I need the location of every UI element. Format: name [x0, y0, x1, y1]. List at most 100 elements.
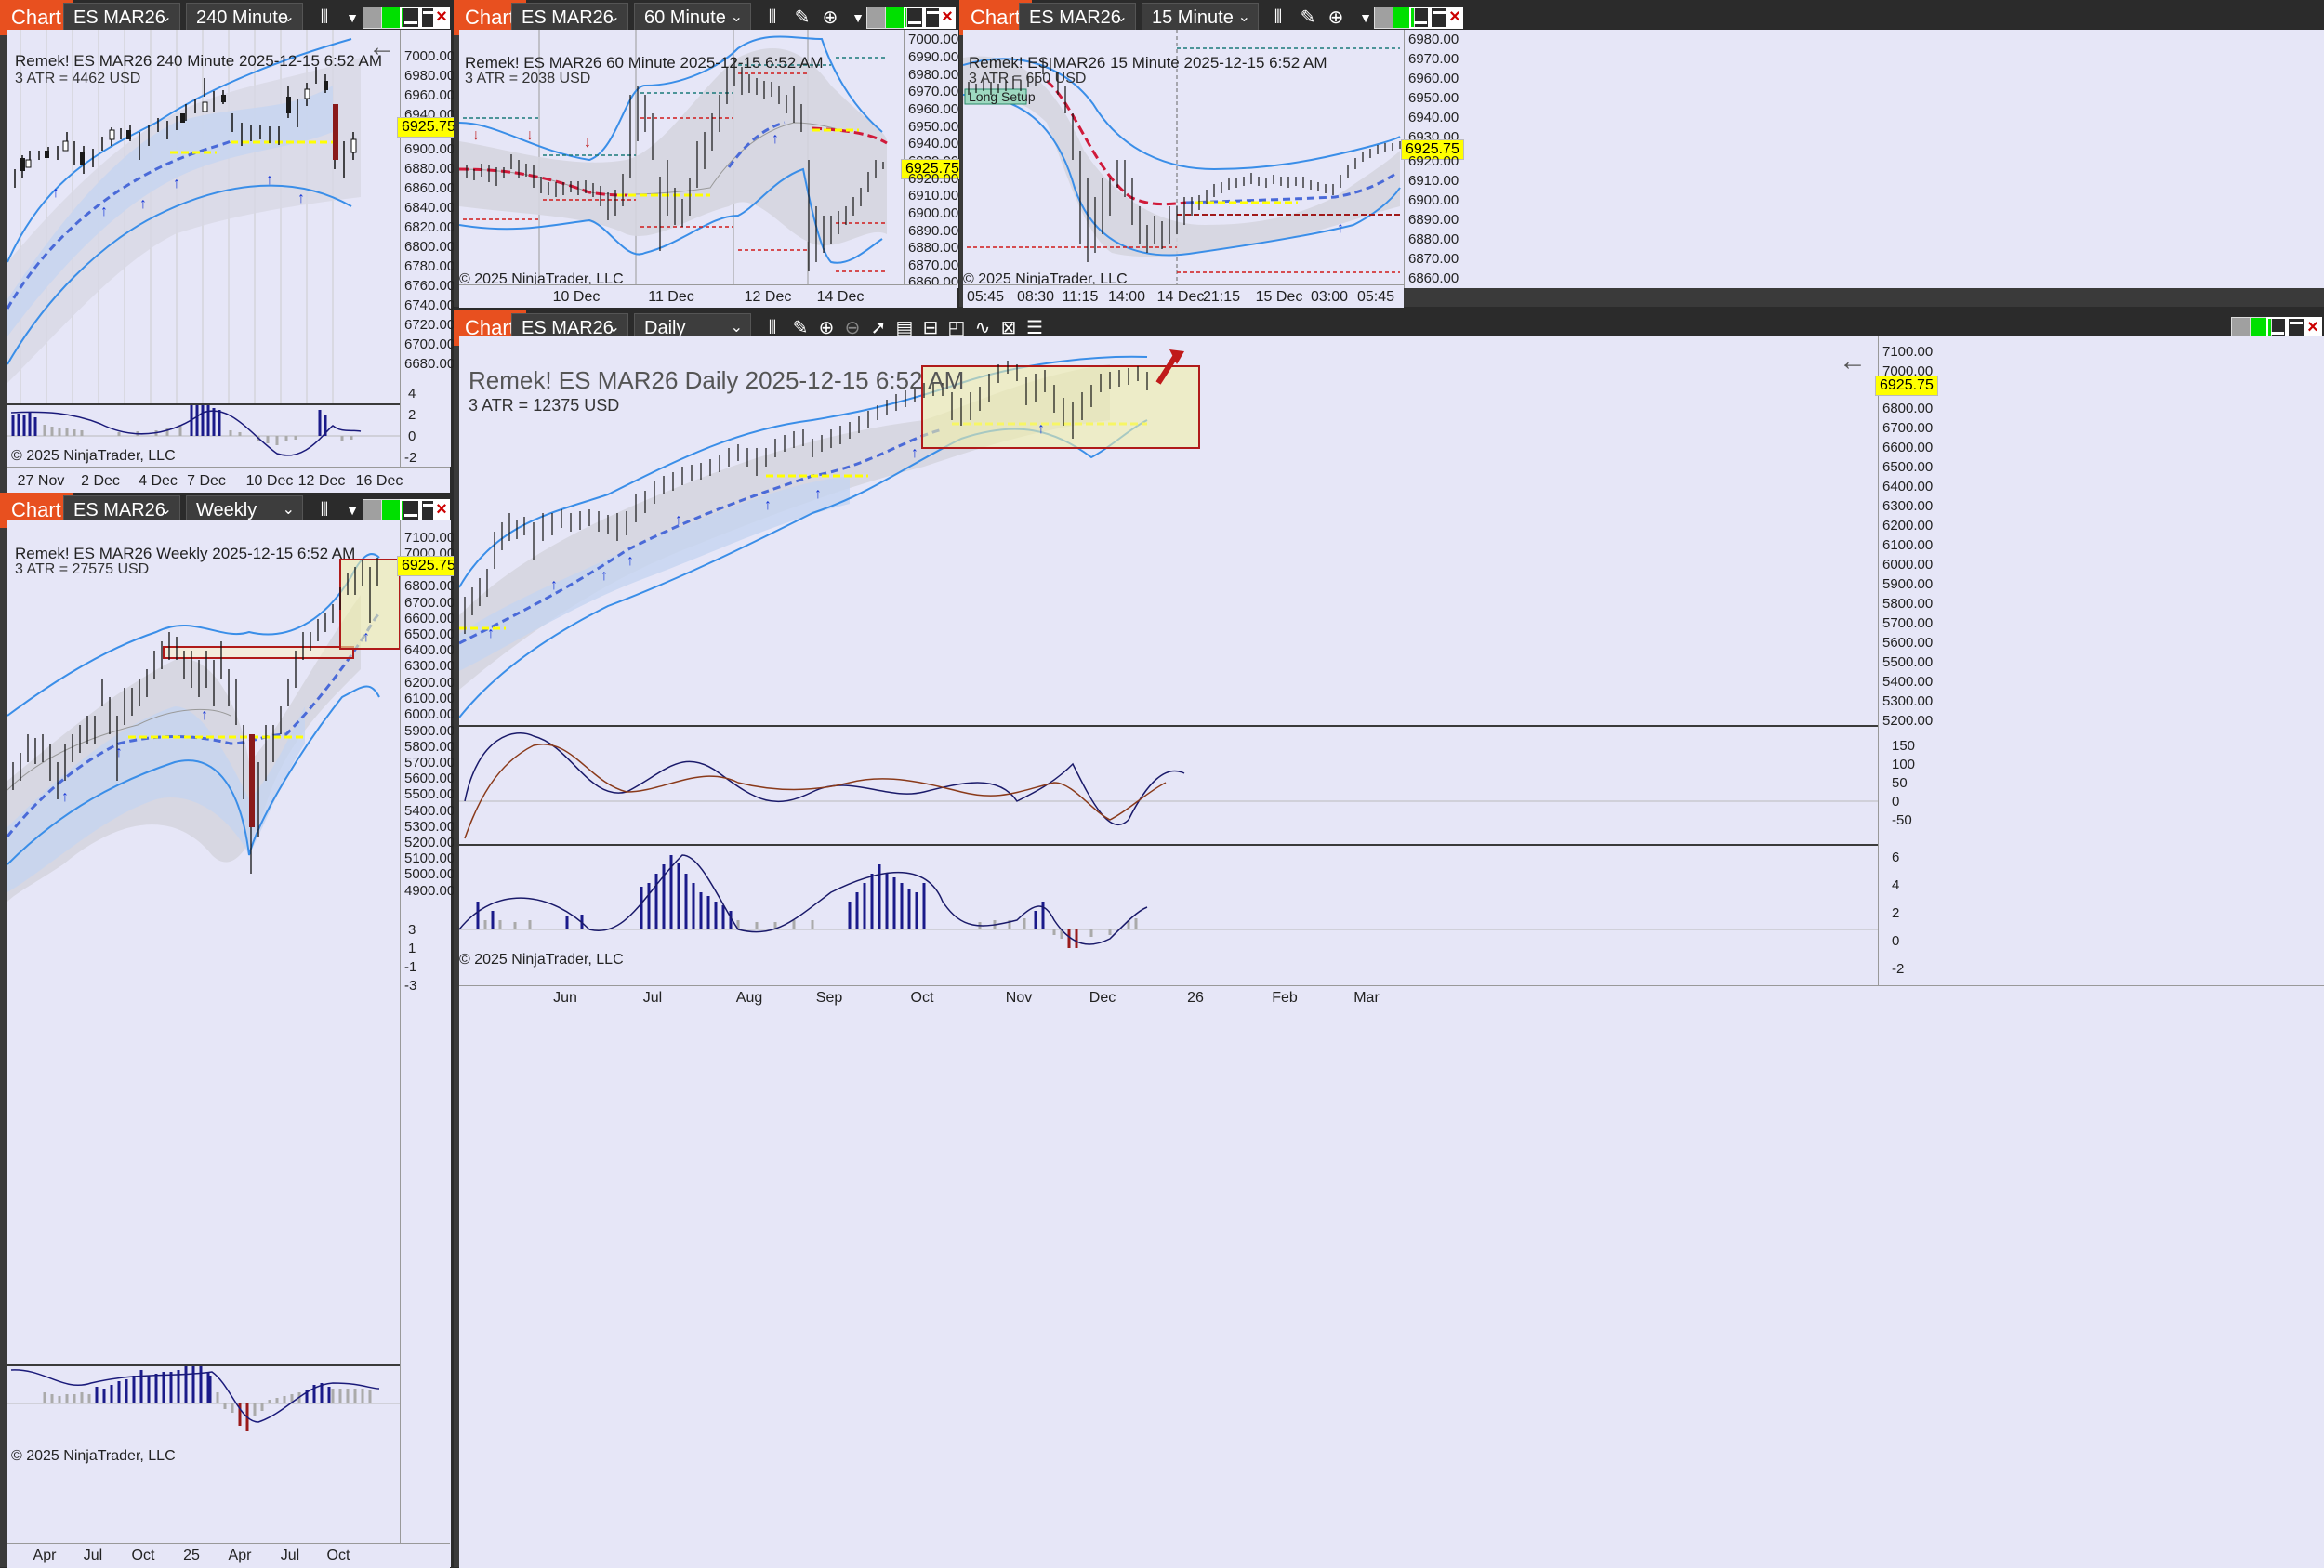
zoom-in-icon[interactable]: ⊕: [1327, 7, 1344, 28]
svg-text:↑: ↑: [911, 445, 918, 461]
bar-style-icon[interactable]: ⫴: [320, 500, 329, 520]
svg-text:↑: ↑: [1037, 421, 1045, 437]
svg-text:↑: ↑: [601, 568, 608, 584]
chart-window-daily: Chart ES MAR26 ⌄ Daily ⌄ ⫴ ✎ ⊕ ⊖ ➚ ▤ ⊟ ◰ ∿…: [454, 310, 2324, 1568]
close-button[interactable]: ×: [2304, 317, 2322, 339]
zoom-in-icon[interactable]: ⊕: [822, 7, 838, 28]
interval-selector[interactable]: Weekly ⌄: [186, 495, 303, 525]
interval-selector[interactable]: 240 Minute ⌄: [186, 3, 303, 33]
chart-header: Remek! ES MAR26 60 Minute 2025-12-15 6:5…: [465, 54, 824, 72]
price-axis[interactable]: 7100.00 7000.00 6925.75 6800.00 6700.00 …: [397, 520, 460, 1567]
zoom-in-icon[interactable]: ⊕: [818, 318, 835, 338]
chart-header: Remek! ES MAR26 240 Minute 2025-12-15 6:…: [15, 52, 382, 70]
last-price-tag: 6925.75: [1401, 139, 1464, 160]
atr-label: 3 ATR = 4462 USD: [15, 71, 141, 86]
price-chart-svg: ↑ ↑ ↑ ↑ ↑ ↑ ↑ ↑ ↑: [459, 349, 1200, 718]
oscillator-svg: [7, 405, 400, 456]
time-axis[interactable]: 05:45 08:30 11:15 14:00 14 Dec 21:15 15 …: [963, 284, 1404, 308]
instrument-selector[interactable]: ES MAR26 ⌄: [1019, 3, 1136, 33]
minimize-button[interactable]: [1409, 7, 1432, 29]
last-price-tag: 6925.75: [397, 117, 460, 138]
interval-selector[interactable]: 60 Minute ⌄: [634, 3, 751, 33]
instrument-selector[interactable]: ES MAR26 ⌄: [63, 3, 180, 33]
list-icon[interactable]: ☰: [1026, 318, 1043, 338]
minimize-button[interactable]: [400, 7, 422, 29]
svg-text:↑: ↑: [550, 577, 558, 593]
close-button[interactable]: ×: [433, 499, 450, 521]
long-setup-label: Long Setup: [969, 89, 1036, 104]
bar-style-icon[interactable]: ⫴: [1274, 7, 1283, 28]
dropdown-arrow-icon[interactable]: ▼: [346, 10, 359, 25]
chevron-down-icon: ⌄: [730, 9, 743, 25]
svg-text:↓: ↓: [472, 127, 480, 143]
oscillator-panel-1[interactable]: [459, 727, 1878, 844]
dropdown-arrow-icon[interactable]: ▼: [1359, 10, 1372, 25]
oscillator-panel[interactable]: © 2025 NinjaTrader, LLC: [7, 405, 400, 467]
chart-header: Remek! ES MAR26 15 Minute 2025-12-15 6:5…: [969, 54, 1327, 72]
data-box-icon[interactable]: ▤: [895, 318, 914, 338]
copyright: © 2025 NinjaTrader, LLC: [963, 271, 1128, 287]
copyright: © 2025 NinjaTrader, LLC: [11, 448, 176, 464]
price-panel[interactable]: ↑ ↑ ↑ ↑ ↑ ↑ ↑ ↑ ↑ Remek! ES MAR26 Daily 2025-1…: [459, 336, 1878, 725]
price-axis[interactable]: 7100.00 7000.00 6925.75 6800.00 6700.00 …: [1875, 336, 2324, 985]
price-chart-svg: ↑: [963, 30, 1401, 288]
dropdown-arrow-icon[interactable]: ▼: [346, 503, 359, 518]
price-panel[interactable]: ↑ Remek! ES MAR26 15 Minute 2025-12-15 6…: [963, 30, 1404, 288]
time-axis[interactable]: Jun Jul Aug Sep Oct Nov Dec 26 Feb Mar: [459, 985, 2324, 1568]
atr-label: 3 ATR = 27575 USD: [15, 561, 150, 577]
chart-window-15min: Chart ES MAR26 ⌄ 15 Minute ⌄ ⫴ ✎ ⊕ ▼ ×: [959, 0, 2324, 308]
zoom-out-icon[interactable]: ⊖: [844, 318, 861, 338]
pencil-icon[interactable]: ✎: [792, 318, 809, 338]
price-chart-svg: ↓ ↓ ↓ ↑: [459, 30, 888, 288]
minimize-button[interactable]: [904, 7, 926, 29]
chevron-down-icon: ⌄: [730, 320, 743, 336]
instrument-selector[interactable]: ES MAR26 ⌄: [63, 495, 180, 525]
atr-label: 3 ATR = 650 USD: [969, 71, 1087, 86]
price-panel[interactable]: ↑ ↑ ↑ ↑ ↑ ↑ Remek! ES MAR26 240 Minute 2025-…: [7, 30, 400, 403]
pointer-icon[interactable]: ➚: [870, 318, 887, 338]
close-button[interactable]: ×: [433, 7, 450, 29]
back-arrow-icon[interactable]: ←: [1839, 346, 1867, 376]
chevron-down-icon: ⌄: [1237, 9, 1250, 25]
close-button[interactable]: ×: [939, 7, 956, 29]
last-price-tag: 6925.75: [1875, 376, 1938, 396]
close-button[interactable]: ×: [1446, 7, 1463, 29]
pencil-icon[interactable]: ✎: [1300, 7, 1316, 28]
copyright: © 2025 NinjaTrader, LLC: [11, 1448, 176, 1464]
svg-text:↑: ↑: [61, 789, 69, 805]
bar-style-icon[interactable]: ⫴: [768, 7, 777, 28]
price-axis[interactable]: 6980.00 6970.00 6960.00 6950.00 6940.00 …: [1401, 30, 2324, 288]
oscillator-panel[interactable]: © 2025 NinjaTrader, LLC: [7, 1366, 400, 1543]
interval-selector[interactable]: 15 Minute ⌄: [1142, 3, 1259, 33]
snapshot-icon[interactable]: ◰: [947, 318, 966, 338]
pencil-icon[interactable]: ✎: [794, 7, 811, 28]
chart-header: Remek! ES MAR26 Weekly 2025-12-15 6:52 A…: [15, 545, 356, 562]
copyright: © 2025 NinjaTrader, LLC: [459, 952, 624, 968]
bar-style-icon[interactable]: ⫴: [320, 7, 329, 28]
price-chart-svg: ↑ ↑ ↑ ↑: [7, 553, 400, 902]
price-panel[interactable]: ↑ ↑ ↑ ↑ Remek! ES MAR26 Weekly 2025-12-15 6…: [7, 520, 400, 1364]
svg-text:↑: ↑: [363, 629, 370, 645]
price-axis[interactable]: 7000.00 6990.00 6980.00 6970.00 6960.00 …: [901, 30, 964, 290]
oscillator-svg-1: [459, 732, 1878, 839]
properties-icon[interactable]: ⊟: [922, 318, 939, 338]
instrument-selector[interactable]: ES MAR26 ⌄: [511, 3, 628, 33]
time-axis[interactable]: Apr Jul Oct 25 Apr Jul Oct: [7, 1543, 450, 1568]
price-panel[interactable]: ↓ ↓ ↓ ↑ Remek! ES MAR26 60 Minute 2025-12-…: [459, 30, 904, 288]
dropdown-arrow-icon[interactable]: ▼: [852, 10, 865, 25]
chevron-down-icon: ⌄: [282, 502, 295, 518]
bar-style-icon[interactable]: ⫴: [768, 318, 777, 338]
strategies-icon[interactable]: ⊠: [1000, 318, 1017, 338]
chevron-down-icon: ⌄: [159, 502, 172, 518]
price-axis[interactable]: 7000.00 6980.00 6960.00 6940.00 6925.75 …: [397, 30, 460, 467]
oscillator-panel-2[interactable]: © 2025 NinjaTrader, LLC: [459, 846, 1878, 985]
back-arrow-icon[interactable]: ←: [368, 32, 396, 62]
time-axis[interactable]: 10 Dec 11 Dec 12 Dec 14 Dec: [459, 284, 957, 308]
svg-text:↑: ↑: [627, 553, 634, 569]
chart-tab[interactable]: Chart: [0, 0, 73, 35]
price-chart-svg: ↑ ↑ ↑ ↑ ↑ ↑: [7, 30, 361, 403]
oscillator-svg-2: [459, 854, 1878, 948]
indicators-icon[interactable]: ∿: [974, 318, 991, 338]
svg-text:↑: ↑: [764, 497, 772, 513]
time-axis[interactable]: 27 Nov 2 Dec 4 Dec 7 Dec 10 Dec 12 Dec 1…: [7, 467, 450, 494]
